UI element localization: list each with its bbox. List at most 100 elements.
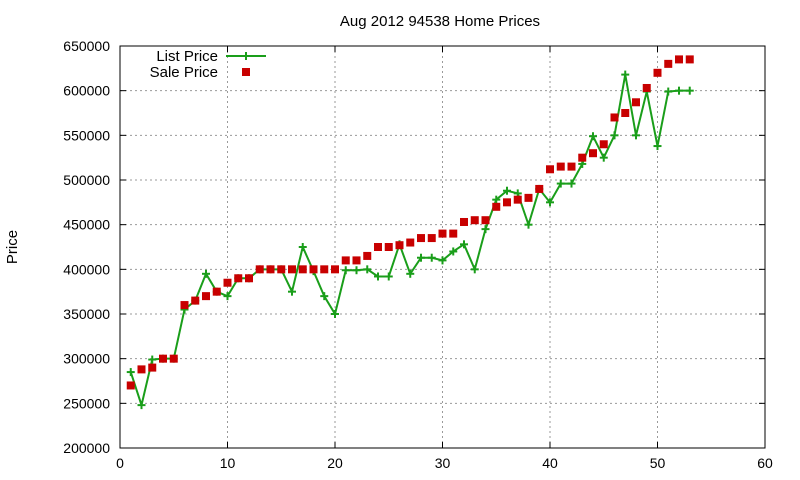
data-point-sale-price [148, 363, 157, 372]
data-point-sale-price [255, 265, 264, 274]
data-point-sale-price [524, 193, 533, 202]
data-point-list-price [374, 272, 382, 281]
data-point-list-price [352, 266, 361, 275]
data-point-list-price [621, 70, 630, 79]
data-point-sale-price [470, 216, 479, 225]
data-point-sale-price [277, 265, 286, 274]
legend-square [242, 68, 250, 76]
data-point-sale-price [159, 354, 167, 363]
y-tick-label: 650000 [63, 38, 110, 54]
data-point-list-price [664, 87, 673, 96]
data-point-sale-price [266, 265, 275, 274]
data-point-sale-price [395, 241, 404, 250]
data-point-sale-price [610, 113, 619, 122]
data-point-sale-price [599, 140, 608, 149]
data-point-list-price [546, 198, 554, 207]
y-tick-label: 350000 [63, 306, 110, 322]
chart-title: Aug 2012 94538 Home Prices [340, 13, 540, 30]
plot-area [126, 55, 694, 410]
data-point-sale-price [556, 162, 565, 171]
data-point-sale-price [331, 265, 339, 274]
data-point-list-price [202, 269, 210, 278]
data-point-list-price [599, 153, 608, 162]
data-point-list-price [427, 253, 436, 262]
data-point-list-price [288, 287, 296, 296]
x-tick-label: 50 [650, 455, 666, 471]
data-point-sale-price [169, 354, 178, 363]
data-point-sale-price [202, 292, 210, 301]
data-point-list-price [556, 179, 565, 188]
data-point-sale-price [180, 301, 189, 310]
data-point-sale-price [675, 55, 683, 64]
data-point-list-price [449, 247, 458, 256]
data-point-list-price [492, 195, 501, 204]
y-axis-label: Price [4, 230, 21, 264]
data-point-sale-price [513, 195, 522, 204]
x-tick-label: 20 [327, 455, 343, 471]
data-point-list-price [567, 179, 576, 188]
data-point-sale-price [481, 216, 490, 225]
data-point-sale-price [642, 83, 651, 92]
legend: List Price Sale Price [150, 48, 266, 81]
data-point-list-price [481, 225, 490, 234]
legend-symbol-list-price [226, 52, 266, 60]
data-point-list-price [126, 368, 135, 377]
data-point-list-price [406, 269, 415, 278]
data-point-list-price [363, 265, 372, 274]
data-point-sale-price [245, 274, 253, 283]
y-tick-label: 600000 [63, 83, 110, 99]
data-point-list-price [589, 132, 597, 141]
data-point-sale-price [212, 287, 221, 296]
legend-label-sale-price: Sale Price [150, 64, 218, 81]
data-point-list-price [320, 292, 329, 301]
data-point-list-price [148, 355, 157, 364]
data-point-sale-price [352, 256, 361, 265]
y-tick-label: 300000 [63, 351, 110, 367]
y-tick-label: 450000 [63, 217, 110, 233]
x-tick-label: 10 [220, 455, 236, 471]
data-point-list-price [524, 220, 533, 229]
data-point-sale-price [664, 59, 673, 68]
data-point-sale-price [191, 296, 200, 305]
data-point-sale-price [234, 274, 243, 283]
data-point-list-price [610, 131, 619, 140]
data-point-sale-price [449, 229, 458, 238]
data-point-sale-price [137, 365, 146, 374]
data-point-sale-price [298, 265, 307, 274]
data-point-list-price [675, 86, 683, 95]
data-point-sale-price [503, 198, 511, 207]
data-point-list-price [653, 142, 662, 151]
x-tick-label: 0 [116, 455, 124, 471]
y-tick-label: 550000 [63, 127, 110, 143]
y-tick-label: 500000 [63, 172, 110, 188]
data-point-sale-price [406, 238, 415, 247]
data-point-sale-price [492, 202, 501, 211]
legend-symbol-sale-price [242, 68, 250, 76]
data-point-sale-price [535, 184, 544, 193]
x-tick-label: 60 [757, 455, 773, 471]
y-tick-label: 400000 [63, 261, 110, 277]
data-point-list-price [470, 265, 479, 274]
data-point-sale-price [417, 234, 425, 243]
data-point-sale-price [288, 265, 296, 274]
data-point-sale-price [438, 229, 447, 238]
data-point-sale-price [363, 251, 372, 260]
data-point-list-price [298, 243, 307, 251]
axes: 200000 250000 300000 350000 400000 450000 5000… [63, 38, 773, 471]
data-point-list-price [438, 256, 447, 265]
data-point-sale-price [309, 265, 318, 274]
data-point-list-price [685, 86, 694, 95]
data-point-sale-price [126, 381, 135, 390]
data-point-sale-price [460, 217, 468, 226]
data-point-sale-price [653, 68, 662, 77]
data-point-sale-price [384, 243, 393, 251]
data-point-sale-price [632, 98, 640, 107]
data-point-list-price [384, 272, 393, 281]
data-point-sale-price [685, 55, 694, 64]
data-point-list-price [417, 253, 425, 262]
data-point-sale-price [589, 149, 597, 158]
data-point-sale-price [567, 162, 576, 171]
data-point-list-price [460, 240, 468, 249]
data-point-sale-price [341, 256, 350, 265]
